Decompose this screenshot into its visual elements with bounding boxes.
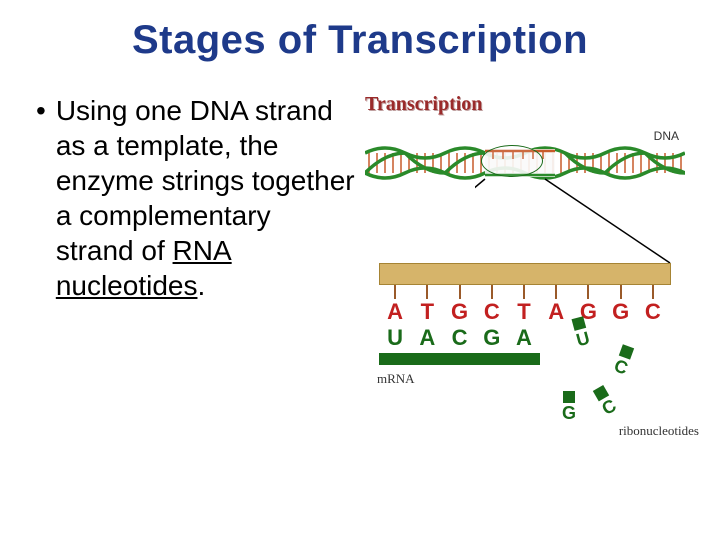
bullet-text: Using one DNA strand as a template, the …: [56, 93, 355, 303]
ribonucleotide: U: [568, 324, 597, 353]
tick-icon: [523, 285, 525, 299]
transcription-label: Transcription: [365, 93, 685, 116]
tick-icon: [587, 285, 589, 299]
mrna-label: mRNA: [377, 371, 415, 387]
dna-base: A: [379, 299, 411, 325]
dna-base: C: [476, 299, 508, 325]
dna-base: T: [508, 299, 540, 325]
transcription-figure: Transcription DNA: [365, 93, 685, 453]
rna-base: G: [476, 325, 508, 351]
transcription-bubble-icon: [481, 145, 543, 177]
ribonucleotides-label: ribonucleotides: [619, 423, 699, 439]
dna-base: G: [605, 299, 637, 325]
bullet-dot-icon: •: [36, 93, 46, 128]
dna-base: C: [637, 299, 669, 325]
ribonucleotide: G: [557, 401, 581, 425]
ribonucleotide: C: [593, 391, 626, 424]
slide: Stages of Transcription • Using one DNA …: [0, 0, 720, 540]
mrna-bar: [379, 353, 540, 365]
content-row: • Using one DNA strand as a template, th…: [0, 63, 720, 453]
figure-column: Transcription DNA: [365, 93, 690, 453]
dna-label: DNA: [654, 129, 679, 143]
dna-template-bar: [379, 263, 671, 285]
rna-base: A: [411, 325, 443, 351]
tick-icon: [555, 285, 557, 299]
zoom-detail: ATGCTAGGC UACGA mRNA UCGC ribonucleotide…: [379, 263, 669, 433]
zoom-lines-icon: [475, 177, 675, 267]
tick-icon: [620, 285, 622, 299]
text-column: • Using one DNA strand as a template, th…: [30, 93, 365, 453]
tick-row: [379, 285, 669, 301]
dna-base: A: [540, 299, 572, 325]
tick-icon: [459, 285, 461, 299]
rna-base: U: [379, 325, 411, 351]
rna-base: A: [508, 325, 540, 351]
tick-icon: [426, 285, 428, 299]
dna-base: G: [443, 299, 475, 325]
dna-base: T: [411, 299, 443, 325]
bullet-item: • Using one DNA strand as a template, th…: [30, 93, 355, 303]
tick-icon: [491, 285, 493, 299]
dna-sequence: ATGCTAGGC: [379, 299, 669, 325]
bullet-text-after: .: [197, 270, 205, 301]
ribonucleotide: C: [606, 352, 637, 383]
rna-sequence: UACGA: [379, 325, 540, 351]
tick-icon: [394, 285, 396, 299]
slide-title: Stages of Transcription: [0, 0, 720, 63]
tick-icon: [652, 285, 654, 299]
rna-base: C: [443, 325, 475, 351]
